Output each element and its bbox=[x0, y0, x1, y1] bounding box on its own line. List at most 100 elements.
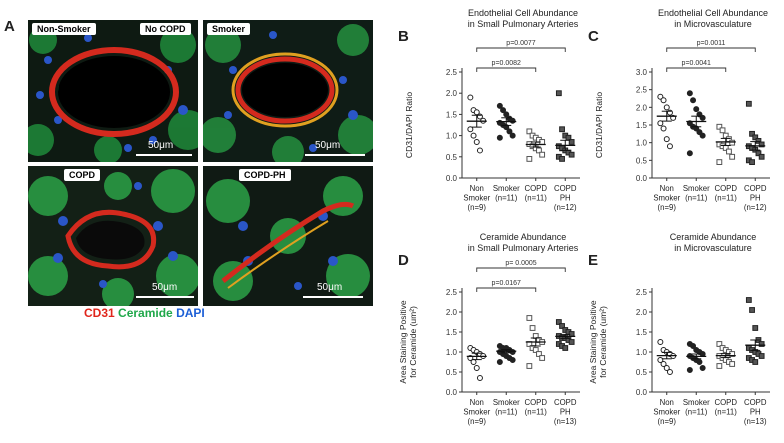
micrograph-non-smoker-image bbox=[28, 20, 198, 162]
data-point bbox=[536, 147, 542, 154]
data-point bbox=[509, 357, 516, 363]
chart-title: in Small Pulmonary Arteries bbox=[468, 243, 579, 253]
chart-title: in Microvasculature bbox=[674, 243, 752, 253]
x-tick-label: (n=9) bbox=[468, 203, 487, 212]
micrograph-copd: COPD 50μm bbox=[28, 166, 198, 306]
data-point bbox=[755, 150, 762, 157]
data-point bbox=[555, 90, 562, 97]
p-value-label: p=0.0077 bbox=[506, 40, 535, 47]
data-point bbox=[726, 148, 732, 155]
data-point bbox=[657, 339, 664, 345]
y-tick-label: 0.5 bbox=[636, 156, 648, 165]
data-point bbox=[745, 297, 752, 303]
data-point bbox=[539, 355, 546, 361]
data-point bbox=[758, 353, 765, 359]
y-axis-label: Area Staining Positive bbox=[398, 300, 408, 383]
y-tick-label: 0.5 bbox=[636, 368, 648, 377]
data-point bbox=[755, 138, 762, 144]
data-point bbox=[699, 365, 706, 371]
data-point bbox=[758, 141, 765, 148]
scale-bar bbox=[303, 296, 363, 298]
micrograph-copd-image bbox=[28, 166, 198, 306]
y-tick-label: 1.5 bbox=[446, 110, 458, 119]
panel-letter-b: B bbox=[398, 28, 409, 45]
data-point bbox=[690, 343, 697, 349]
stain-legend: CD31 Ceramide DAPI bbox=[84, 306, 205, 320]
data-point bbox=[559, 156, 565, 162]
data-point bbox=[500, 107, 507, 114]
x-tick-label: Smoker bbox=[463, 408, 490, 417]
data-point bbox=[660, 125, 667, 132]
x-tick-label: (n=11) bbox=[685, 408, 708, 417]
data-point bbox=[696, 359, 703, 365]
data-point bbox=[699, 114, 706, 121]
x-tick-label: PH bbox=[560, 408, 571, 417]
micrograph-smoker: Smoker 50μm bbox=[203, 20, 373, 162]
panel-letter-c: C bbox=[588, 28, 599, 45]
y-tick-label: 3.0 bbox=[636, 68, 648, 77]
data-point bbox=[470, 132, 477, 139]
y-tick-label: 0.0 bbox=[446, 388, 458, 397]
data-point bbox=[719, 127, 726, 134]
y-tick-label: 1.5 bbox=[636, 121, 648, 130]
data-point bbox=[526, 128, 533, 135]
x-tick-label: COPD bbox=[744, 398, 767, 407]
data-point bbox=[476, 147, 483, 154]
x-tick-label: (n=11) bbox=[685, 194, 708, 203]
y-tick-label: 1.0 bbox=[636, 348, 648, 357]
data-point bbox=[729, 139, 736, 146]
data-point bbox=[559, 323, 565, 329]
y-tick-label: 2.5 bbox=[636, 86, 648, 95]
y-axis-label: Area Staining Positive bbox=[588, 300, 598, 383]
legend-ceramide: Ceramide bbox=[118, 306, 173, 320]
data-point bbox=[745, 100, 752, 107]
x-tick-label: COPD bbox=[524, 398, 547, 407]
data-point bbox=[473, 365, 480, 371]
y-tick-label: 0.5 bbox=[446, 153, 458, 162]
y-tick-label: 2.5 bbox=[446, 68, 458, 77]
p-value-label: p=0.0082 bbox=[492, 60, 521, 67]
x-tick-label: (n=9) bbox=[658, 417, 677, 426]
x-tick-label: (n=11) bbox=[715, 408, 738, 417]
x-tick-label: PH bbox=[750, 408, 761, 417]
legend-dapi: DAPI bbox=[176, 306, 205, 320]
micrograph-label-copd-ph: COPD-PH bbox=[239, 169, 291, 181]
micrograph-label-copd: COPD bbox=[64, 169, 101, 181]
data-point bbox=[559, 126, 565, 133]
micrograph-non-smoker: Non-Smoker No COPD 50μm bbox=[28, 20, 198, 162]
scale-bar bbox=[136, 154, 192, 156]
x-tick-label: (n=11) bbox=[525, 408, 548, 417]
data-point bbox=[752, 325, 759, 331]
x-tick-label: (n=9) bbox=[658, 203, 677, 212]
y-axis-label: CD31/DAPI Ratio bbox=[594, 92, 604, 158]
x-tick-label: (n=11) bbox=[715, 194, 738, 203]
x-tick-label: Smoker bbox=[683, 398, 710, 407]
y-tick-label: 1.5 bbox=[446, 328, 458, 337]
chart-title: Endothelial Cell Abundance bbox=[468, 8, 578, 18]
data-point bbox=[496, 102, 503, 109]
significance-bracket bbox=[476, 47, 566, 52]
p-value-label: p=0.0041 bbox=[682, 60, 711, 67]
y-tick-label: 2.0 bbox=[446, 308, 458, 317]
data-point bbox=[690, 97, 697, 104]
data-point bbox=[752, 359, 759, 365]
data-point bbox=[663, 365, 670, 371]
data-point bbox=[526, 315, 533, 321]
x-tick-label: Smoker bbox=[493, 184, 520, 193]
x-tick-label: COPD bbox=[744, 184, 767, 193]
micrograph-label-smoker: Smoker bbox=[207, 23, 251, 35]
y-tick-label: 1.5 bbox=[636, 328, 648, 337]
data-point bbox=[758, 341, 765, 347]
y-tick-label: 1.0 bbox=[446, 132, 458, 141]
significance-bracket bbox=[476, 67, 537, 72]
data-point bbox=[716, 363, 723, 369]
data-point bbox=[716, 123, 723, 130]
data-point bbox=[509, 349, 516, 355]
x-tick-label: PH bbox=[560, 194, 571, 203]
data-point bbox=[568, 151, 575, 158]
panel-letter-d: D bbox=[398, 252, 409, 269]
y-tick-label: 0.0 bbox=[636, 388, 648, 397]
data-point bbox=[529, 325, 536, 331]
